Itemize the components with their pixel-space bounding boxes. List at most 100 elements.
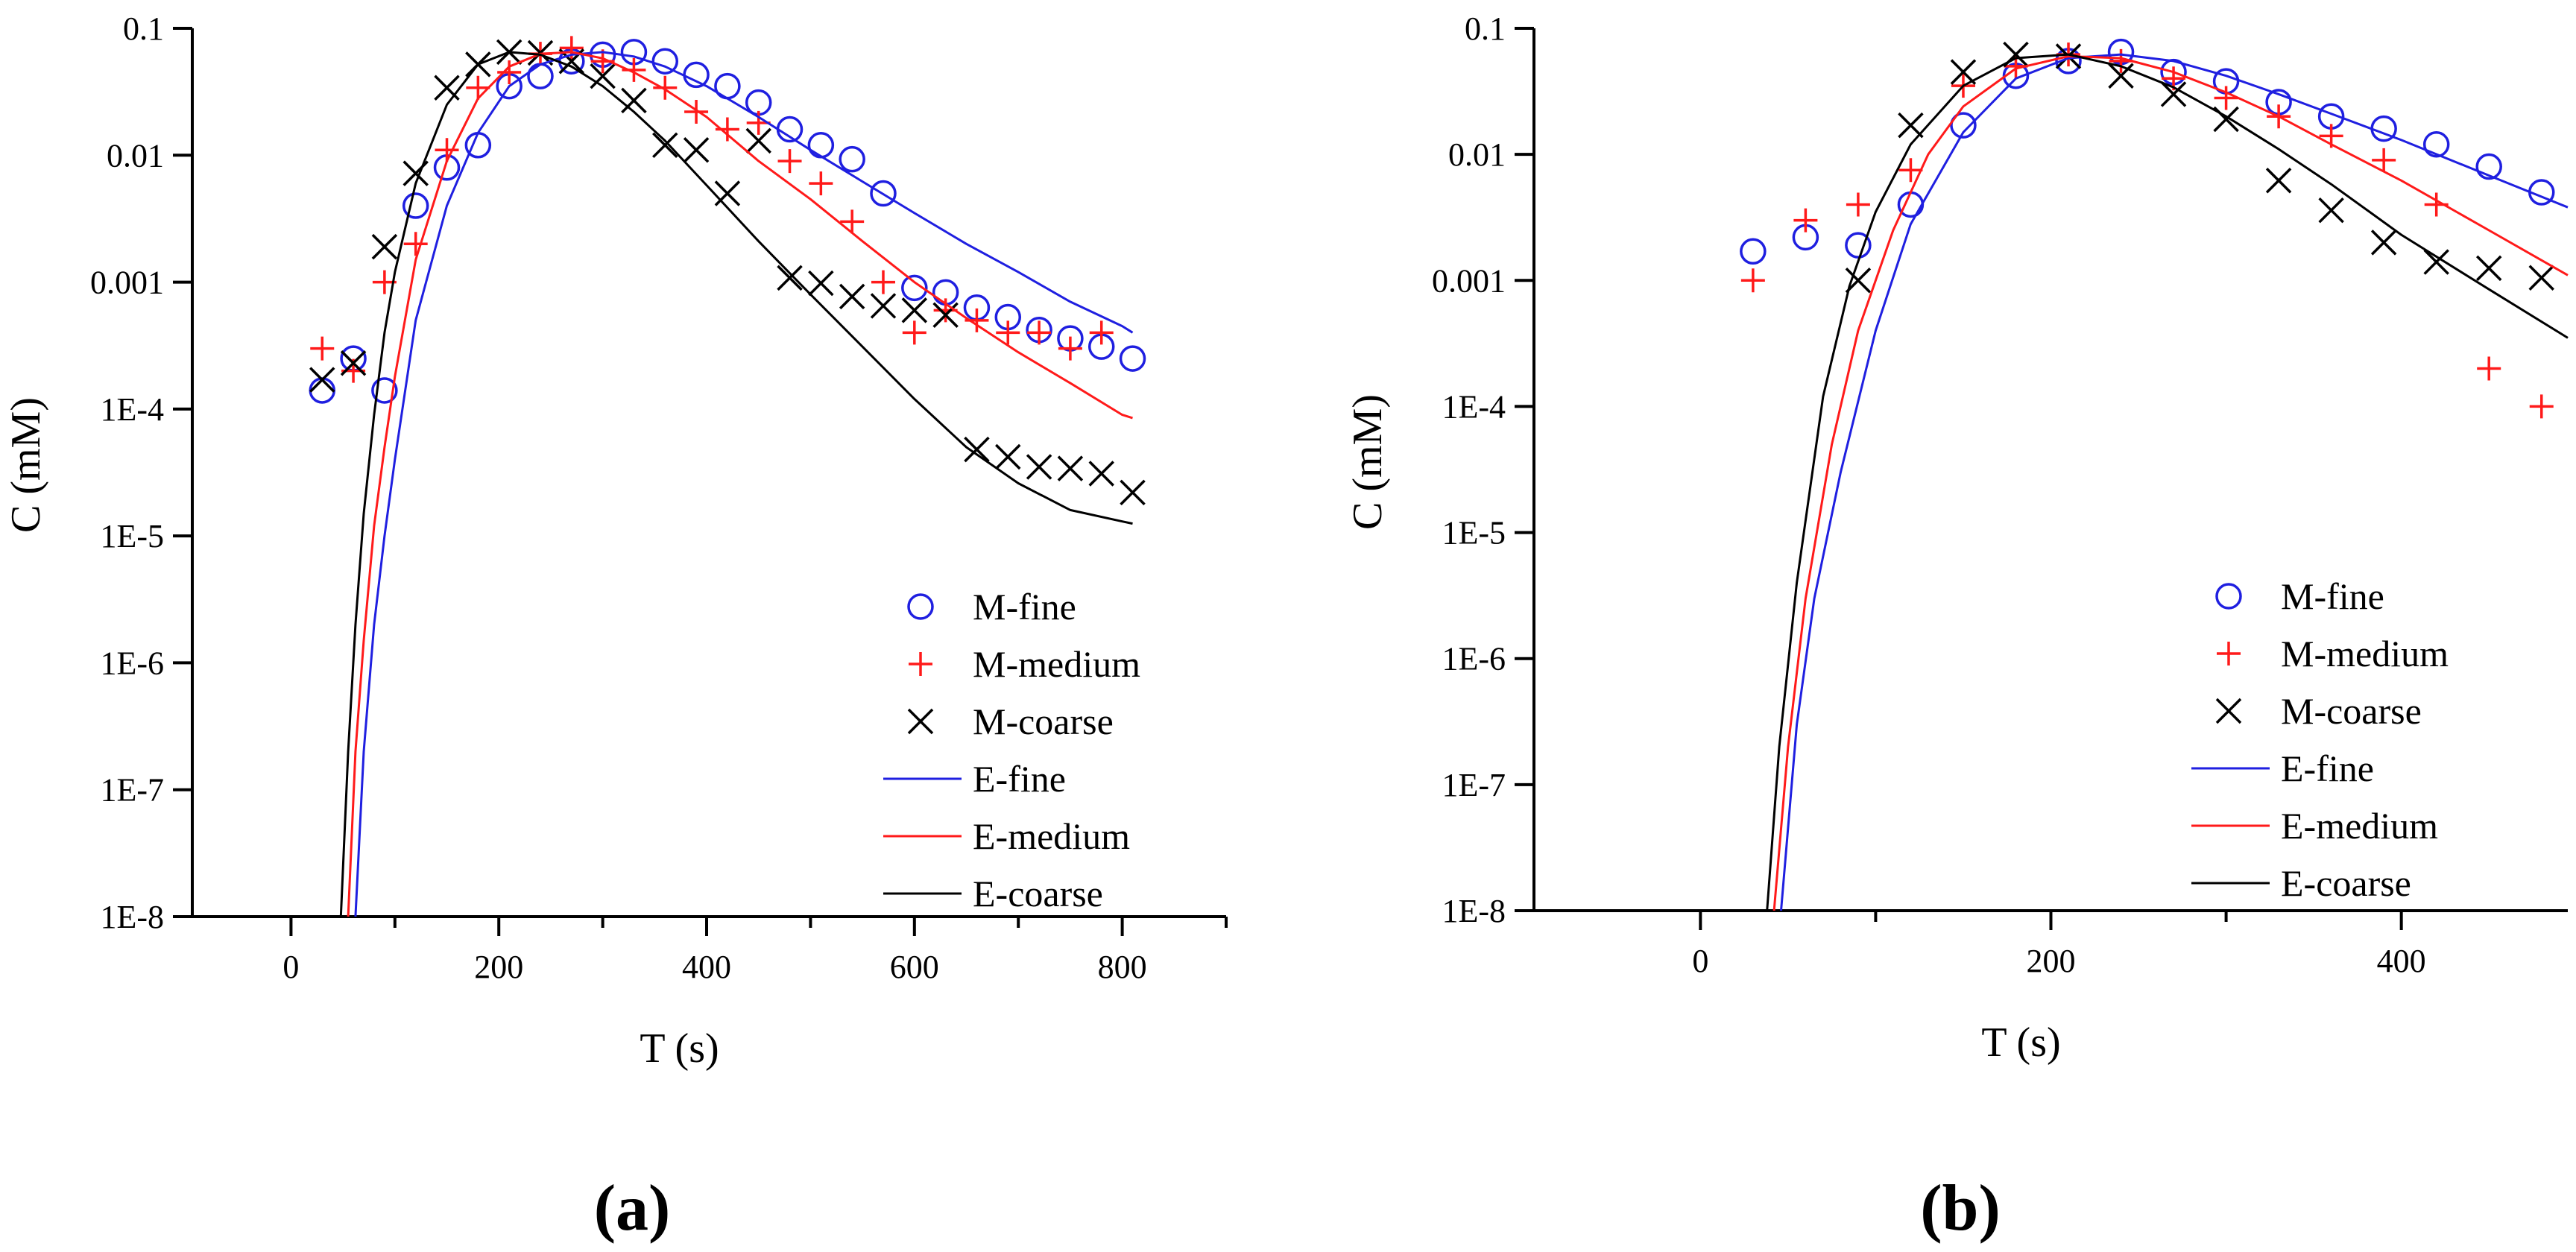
chart-panel-b: 0 200 400 1E-8 1E-7 1E-6 1E-5 1E-4 0.001 0.01 0.1 T… <box>1345 10 2569 1245</box>
legend-marker-m-fine <box>907 593 934 620</box>
data-point-m-fine <box>651 48 679 75</box>
legend-label-m-fine: M-fine <box>2281 575 2384 617</box>
data-point-m-coarse <box>340 350 367 376</box>
legend-label-m-coarse: M-coarse <box>973 701 1114 742</box>
series-m-coarse <box>309 39 1146 506</box>
data-point-m-coarse <box>901 297 928 323</box>
data-point-m-coarse <box>2528 265 2554 291</box>
data-point-m-medium <box>2477 356 2501 381</box>
data-point-m-medium <box>2372 148 2396 172</box>
data-point-m-medium <box>996 320 1020 345</box>
legend-label-e-medium: E-medium <box>2281 805 2438 847</box>
legend-label-e-coarse: E-coarse <box>2281 862 2411 904</box>
data-point-m-medium <box>403 232 428 256</box>
data-point-m-coarse <box>2318 197 2344 224</box>
data-point-m-fine <box>1119 345 1146 372</box>
data-point-m-coarse <box>1950 59 1977 85</box>
y-tick-label: 1E-8 <box>1442 893 1506 929</box>
data-point-m-medium <box>1846 192 1870 217</box>
data-point-m-medium <box>2214 86 2238 110</box>
data-point-m-medium <box>1027 320 1052 345</box>
x-tick-label: 200 <box>474 949 523 985</box>
legend-label-e-coarse: E-coarse <box>973 873 1103 914</box>
x-tick-label: 0 <box>1692 943 1708 979</box>
data-point-m-fine <box>1740 238 1767 265</box>
series-line-e-medium <box>347 51 1133 917</box>
legend-marker-m-fine <box>2215 583 2242 610</box>
data-point-m-fine <box>1950 112 1977 139</box>
data-point-m-medium <box>1793 208 1818 233</box>
y-tick-label: 1E-5 <box>100 518 164 554</box>
data-point-m-medium <box>1089 320 1114 345</box>
data-point-m-coarse <box>1845 268 1872 294</box>
legend-label-e-medium: E-medium <box>973 815 1130 857</box>
y-tick-label: 1E-4 <box>1442 388 1506 425</box>
legend-marker-m-coarse <box>2215 698 2242 724</box>
legend-marker-m-medium <box>2217 642 2241 665</box>
data-point-m-medium <box>777 149 802 174</box>
data-point-m-coarse <box>1088 461 1114 487</box>
data-point-m-coarse <box>309 367 335 393</box>
series-line-e-fine <box>1780 53 2569 911</box>
data-point-m-coarse <box>2423 249 2449 275</box>
y-tick-label: 1E-7 <box>1442 767 1506 803</box>
data-point-m-medium <box>435 138 459 162</box>
x-axis-label: T (s) <box>1981 1019 2060 1066</box>
legend-label-e-fine: E-fine <box>2281 747 2374 789</box>
y-tick-label: 1E-8 <box>100 899 164 935</box>
data-point-m-coarse <box>2265 168 2292 194</box>
data-point-m-coarse <box>1026 454 1052 480</box>
data-point-m-medium <box>466 75 490 100</box>
data-point-m-coarse <box>2160 81 2187 107</box>
data-point-m-coarse <box>839 283 865 310</box>
series-m-medium <box>1740 42 2554 419</box>
data-point-m-fine <box>683 61 710 89</box>
data-point-m-fine <box>402 192 429 219</box>
y-axis-label: C (mM) <box>3 397 49 533</box>
series-line-e-medium <box>1772 55 2569 911</box>
data-point-m-medium <box>809 171 833 196</box>
data-point-m-coarse <box>621 87 647 114</box>
y-tick-label: 1E-7 <box>100 772 164 809</box>
series-line-e-coarse <box>339 51 1133 917</box>
chart-panel-a: 0 200 400 600 800 1E-8 1E-7 1E-6 1E-5 1E-4 0.001 0.… <box>3 10 1228 1245</box>
data-point-m-fine <box>2422 130 2450 158</box>
y-tick-label: 0.01 <box>1448 136 1506 173</box>
data-point-m-medium <box>1058 336 1082 361</box>
x-tick-label: 400 <box>682 949 731 985</box>
panel-label: (a) <box>594 1172 671 1245</box>
y-tick-label: 0.01 <box>107 137 164 174</box>
data-point-m-fine <box>2475 153 2502 180</box>
data-point-m-medium <box>871 270 895 294</box>
data-point-m-coarse <box>1898 112 1924 139</box>
legend-label-m-medium: M-medium <box>2281 633 2449 674</box>
data-point-m-coarse <box>932 302 959 329</box>
data-point-m-fine <box>870 180 897 207</box>
data-point-m-fine <box>1845 232 1872 259</box>
data-point-m-fine <box>901 274 928 302</box>
y-tick-label: 0.1 <box>123 10 164 47</box>
data-point-m-medium <box>715 117 739 142</box>
y-axis-label: C (mM) <box>1345 394 1391 530</box>
legend-label-m-medium: M-medium <box>973 643 1140 685</box>
x-axis-label: T (s) <box>640 1025 719 1072</box>
data-point-m-coarse <box>964 436 990 463</box>
data-point-m-medium <box>684 99 709 124</box>
data-point-m-coarse <box>1120 479 1146 506</box>
data-point-m-medium <box>559 36 584 60</box>
series-line-e-coarse <box>1766 53 2569 911</box>
data-point-m-coarse <box>995 443 1021 470</box>
data-point-m-medium <box>2529 394 2554 419</box>
data-point-m-fine <box>839 145 865 173</box>
y-tick-label: 0.001 <box>1432 262 1506 299</box>
panel-label: (b) <box>1920 1172 2001 1245</box>
y-tick-label: 1E-6 <box>100 645 164 681</box>
data-point-m-coarse <box>683 136 710 163</box>
x-tick-label: 800 <box>1098 949 1147 985</box>
data-point-m-coarse <box>714 180 741 206</box>
y-tick-label: 1E-4 <box>100 391 164 428</box>
data-point-m-fine <box>371 377 398 404</box>
series-line-e-fine <box>354 51 1134 917</box>
y-tick-label: 1E-6 <box>1442 641 1506 677</box>
